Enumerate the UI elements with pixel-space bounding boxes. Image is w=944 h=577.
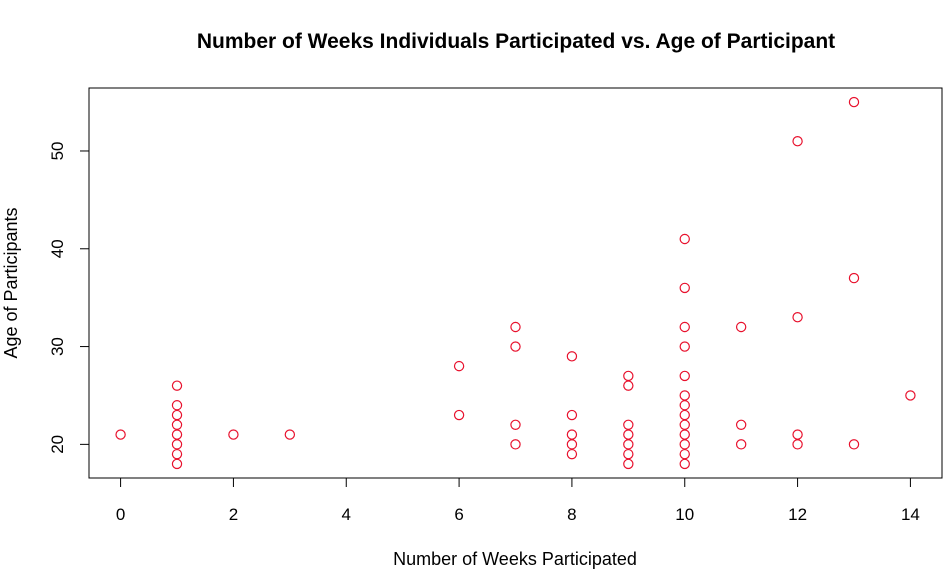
data-point (510, 341, 521, 352)
x-axis-label: Number of Weeks Participated (393, 549, 637, 569)
data-point (792, 439, 803, 450)
data-point (848, 96, 860, 108)
data-point (171, 429, 183, 440)
data-point (510, 321, 521, 333)
x-tick-label: 8 (567, 505, 576, 524)
data-point (623, 458, 634, 470)
data-point (679, 409, 690, 421)
data-point (623, 380, 634, 391)
data-point (679, 321, 690, 333)
data-point (848, 272, 860, 284)
data-point (171, 409, 183, 421)
x-axis: 0 2 4 6 8 10 12 14 (116, 477, 920, 524)
data-point (792, 135, 803, 147)
data-point (679, 429, 690, 440)
x-tick-label: 12 (788, 505, 807, 524)
data-point (566, 448, 578, 460)
data-point (453, 409, 465, 421)
data-point (566, 439, 578, 450)
data-point (679, 448, 690, 460)
data-point (679, 282, 690, 294)
data-point (171, 439, 183, 450)
x-tick-label: 2 (229, 505, 238, 524)
x-tick-label: 10 (675, 505, 694, 524)
data-point (792, 429, 803, 440)
x-tick-label: 0 (116, 505, 125, 524)
y-tick-label: 50 (48, 142, 67, 161)
data-point (623, 419, 634, 431)
data-point (510, 439, 521, 450)
y-axis: 20 30 40 50 (48, 142, 90, 454)
data-point (115, 429, 126, 440)
data-points (115, 96, 916, 470)
x-tick-label: 14 (901, 505, 920, 524)
data-point (510, 419, 521, 431)
y-tick-label: 30 (48, 337, 67, 356)
x-tick-label: 6 (454, 505, 463, 524)
data-point (735, 321, 747, 333)
y-axis-label: Age of Participants (1, 207, 21, 358)
data-point (566, 409, 578, 421)
data-point (171, 448, 183, 460)
data-point (792, 312, 803, 323)
data-point (228, 429, 239, 440)
data-point (679, 458, 690, 470)
data-point (566, 351, 578, 362)
x-tick-label: 4 (342, 505, 351, 524)
data-point (623, 448, 634, 460)
data-point (171, 380, 183, 391)
plot-area (88, 87, 943, 479)
data-point (171, 458, 183, 470)
data-point (679, 390, 690, 401)
data-point (623, 429, 634, 440)
data-point (623, 439, 634, 450)
data-point (735, 439, 747, 450)
data-point (679, 370, 690, 382)
y-tick-label: 20 (48, 435, 67, 454)
data-point (679, 419, 690, 431)
data-point (679, 233, 690, 245)
data-point (623, 370, 634, 382)
data-point (735, 419, 747, 431)
data-point (284, 429, 296, 440)
data-point (905, 390, 916, 401)
data-point (848, 439, 860, 450)
y-tick-label: 40 (48, 239, 67, 258)
data-point (453, 360, 465, 372)
data-point (566, 429, 578, 440)
data-point (679, 341, 690, 352)
data-point (171, 400, 183, 411)
data-point (679, 439, 690, 450)
data-point (171, 419, 183, 431)
data-point (679, 400, 690, 411)
chart-title: Number of Weeks Individuals Participated… (197, 30, 835, 53)
